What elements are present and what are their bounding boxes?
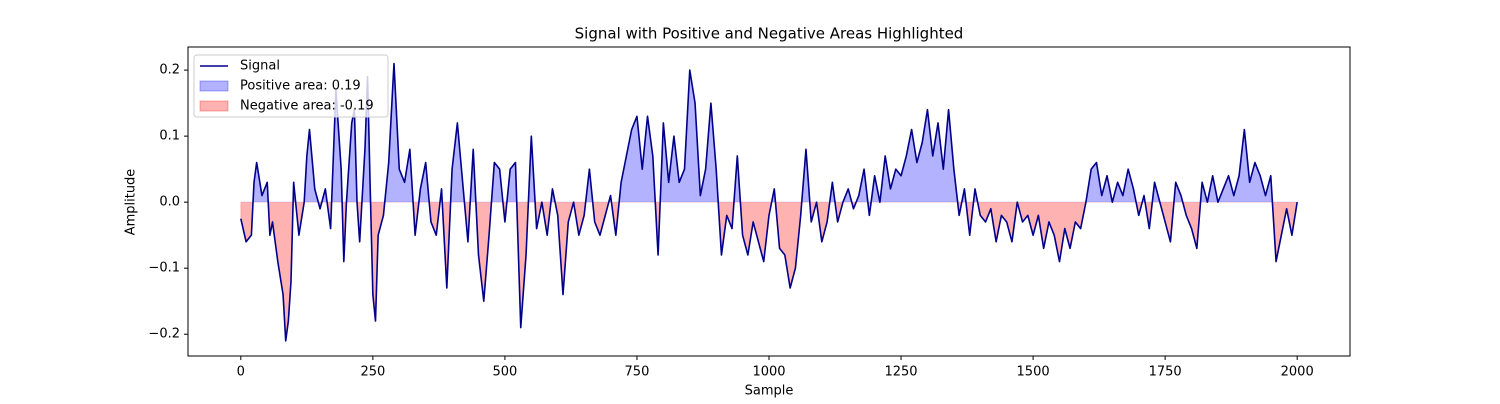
fill-area (240, 63, 1298, 203)
legend-label: Negative area: -0.19 (240, 99, 374, 114)
chart-title: Signal with Positive and Negative Areas … (575, 25, 964, 43)
plot-frame (187, 46, 1351, 357)
legend: Signal Positive area: 0.19 Negative area: … (193, 54, 389, 118)
y-tick-label: 0.1 (159, 129, 180, 144)
legend-box (193, 54, 389, 118)
legend-label: Positive area: 0.19 (240, 79, 361, 94)
y-axis-label: Amplitude (124, 169, 139, 236)
y-tick-label: −0.2 (148, 327, 180, 342)
x-tick-label: 500 (492, 365, 517, 380)
x-tick-label: 1500 (1017, 365, 1050, 380)
legend-swatch (199, 100, 229, 112)
signal-line (240, 62, 1298, 342)
legend-swatch (199, 80, 229, 92)
x-tick-label: 250 (360, 365, 385, 380)
x-tick-label: 0 (237, 365, 245, 380)
x-tick-label: 750 (625, 365, 650, 380)
x-tick-label: 1250 (884, 365, 917, 380)
x-axis-label: Sample (745, 384, 794, 399)
y-tick-label: 0.0 (159, 195, 180, 210)
y-tick-label: 0.2 (159, 63, 180, 78)
y-tick-label: −0.1 (148, 261, 180, 276)
x-tick-label: 2000 (1281, 365, 1314, 380)
legend-label: Signal (240, 59, 280, 74)
x-tick-label: 1000 (752, 365, 785, 380)
x-tick-label: 1750 (1149, 365, 1182, 380)
